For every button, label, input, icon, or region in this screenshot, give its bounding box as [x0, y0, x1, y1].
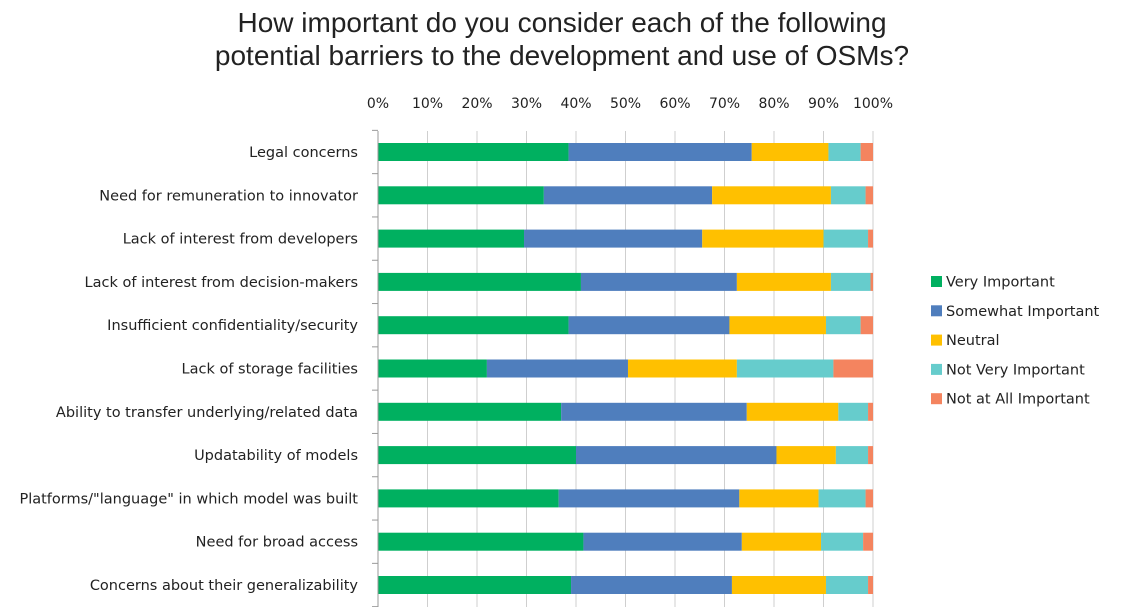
legend-label: Not at All Important [946, 392, 1090, 408]
legend-label: Somewhat Important [946, 304, 1100, 320]
bar-segment [736, 272, 831, 291]
bar-segment [543, 186, 713, 205]
x-tick-label: 90% [808, 96, 839, 112]
bar-segment [583, 532, 742, 551]
bar-segment [378, 532, 584, 551]
bar-segment [568, 316, 730, 335]
bar-segment [828, 143, 861, 161]
bar-segment [558, 489, 740, 508]
bar-segment [378, 143, 569, 161]
bar-segment [833, 359, 873, 378]
bar-segment [524, 229, 703, 248]
x-tick-label: 0% [367, 96, 389, 112]
x-tick-label: 30% [511, 96, 542, 112]
bar-segment [863, 532, 873, 551]
category-label: Lack of storage facilities [182, 362, 358, 378]
bar-segment [825, 576, 869, 594]
bar-segment [568, 143, 752, 161]
legend-label: Neutral [946, 333, 1000, 349]
bar-segment [486, 359, 628, 378]
bar-segment [868, 576, 873, 594]
bar-segment [378, 576, 572, 594]
category-label: Lack of interest from developers [123, 232, 358, 248]
category-label: Need for broad access [196, 535, 358, 551]
legend: Very Important Somewhat Important Neutral N… [931, 275, 1100, 408]
bar-segment [378, 229, 525, 248]
legend-swatch [931, 305, 942, 317]
bar-segment [580, 272, 737, 291]
bar-segment [378, 402, 562, 421]
bar-segment [378, 359, 487, 378]
bar-segment [571, 576, 732, 594]
bar-segment [868, 402, 873, 421]
category-label: Updatability of models [194, 448, 358, 464]
x-tick-label: 100% [853, 96, 893, 112]
bar-segment [751, 143, 829, 161]
x-tick-label: 50% [610, 96, 641, 112]
bar-segment [736, 359, 834, 378]
category-label: Platforms/"language" in which model was … [19, 491, 358, 507]
x-tick-label: 10% [412, 96, 443, 112]
bar-segment [576, 446, 777, 465]
bar-segment [818, 489, 866, 508]
chart-title-line-2: potential barriers to the development an… [214, 40, 910, 71]
bar-segment [702, 229, 824, 248]
category-label: Ability to transfer underlying/related d… [56, 405, 358, 421]
bar-segment [731, 576, 826, 594]
x-tick-label: 20% [461, 96, 492, 112]
bar-segment [378, 272, 581, 291]
bar-segment [838, 402, 869, 421]
bar-segment [627, 359, 737, 378]
bar-segment [821, 532, 864, 551]
category-label: Concerns about their generalizability [90, 578, 359, 594]
bar-segment [561, 402, 747, 421]
y-axis-category-labels: Legal concerns Need for remuneration to i… [19, 145, 358, 594]
y-axis [372, 129, 379, 607]
bar-segment [830, 186, 866, 205]
category-label: Legal concerns [249, 145, 358, 161]
bar-segment [776, 446, 836, 465]
bar-segment [378, 316, 569, 335]
category-label: Lack of interest from decision-makers [85, 275, 358, 291]
bar-segment [741, 532, 822, 551]
bar-segment [823, 229, 869, 248]
bar-segments [378, 143, 873, 594]
bar-segment [865, 489, 873, 508]
x-axis-tick-labels: 0% 10% 20% 30% 40% 50% 60% 70% 80% 90% 100% [367, 96, 893, 112]
bar-segment [830, 272, 871, 291]
legend-swatch [931, 363, 942, 375]
bar-segment [870, 272, 873, 291]
legend-swatch [931, 393, 942, 405]
legend-label: Not Very Important [946, 362, 1085, 378]
bar-segment [868, 446, 873, 465]
bar-segment [825, 316, 861, 335]
category-label: Insufficient confidentiality/security [107, 318, 358, 334]
x-tick-label: 70% [709, 96, 740, 112]
bar-segment [746, 402, 839, 421]
bar-segment [739, 489, 819, 508]
x-tick-label: 80% [758, 96, 789, 112]
bar-segment [868, 229, 873, 248]
legend-swatch [931, 334, 942, 346]
bar-segment [860, 316, 873, 335]
chart-title-line-1: How important do you consider each of th… [237, 7, 887, 38]
x-tick-label: 60% [659, 96, 690, 112]
chart-title: How important do you consider each of th… [0, 6, 1124, 72]
bar-segment [378, 186, 544, 205]
bar-segment [860, 143, 873, 161]
bar-segment [835, 446, 869, 465]
category-label: Need for remuneration to innovator [99, 188, 358, 204]
bar-segment [865, 186, 873, 205]
legend-label: Very Important [946, 275, 1055, 291]
bar-segment [729, 316, 826, 335]
bar-segment [378, 489, 559, 508]
legend-swatch [931, 276, 942, 287]
bar-segment [378, 446, 576, 465]
x-tick-label: 40% [560, 96, 591, 112]
bar-segment [712, 186, 831, 205]
